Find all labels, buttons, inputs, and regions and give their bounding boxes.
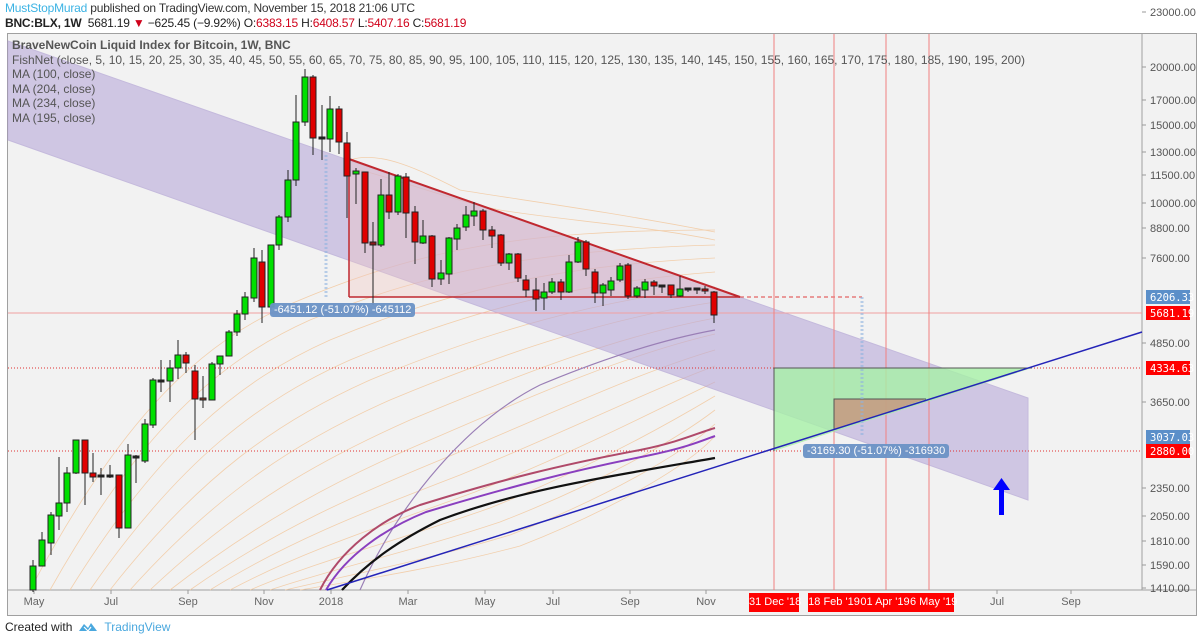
ma-195-line [341,456,716,591]
date-marker-18-feb-19[interactable]: 18 Feb '19 [808,593,860,612]
target-zone-brown-outline [833,398,926,430]
svg-text:3650.00: 3650.00 [1150,397,1190,409]
time-label: Jul [545,596,561,608]
date-marker-lines [773,34,930,590]
time-axis-ticks [33,590,1072,594]
date-marker-31-dec-18[interactable]: 31 Dec '18 [749,593,801,612]
svg-text:20000.00: 20000.00 [1150,62,1196,74]
svg-text:4850.00: 4850.00 [1150,338,1190,350]
open-label: O: [243,16,256,30]
symbol-label: BNC:BLX, 1W [5,16,82,30]
time-label: Jul [103,596,119,608]
time-label: Sep [620,596,640,608]
down-arrow-icon: ▼ [132,16,145,30]
time-label: Nov [696,596,716,608]
rising-trendline[interactable] [326,331,1143,591]
legend-fishnet[interactable]: FishNet (close, 5, 10, 15, 20, 25, 30, 3… [12,52,1026,67]
legend-ma-234[interactable]: MA (234, close) [12,96,96,110]
price-change: −625.45 (−9.92%) [147,16,241,30]
svg-text:1810.00: 1810.00 [1150,536,1190,548]
candlestick-series[interactable] [29,69,718,592]
svg-text:2350.00: 2350.00 [1150,483,1190,495]
svg-text:17000.00: 17000.00 [1150,95,1196,107]
time-label: Sep [1061,596,1081,608]
legend-ma-204[interactable]: MA (204, close) [12,81,96,96]
legend-ma-195[interactable]: MA (195, close) [12,110,96,125]
svg-text:8800.00: 8800.00 [1150,223,1190,235]
ma-204-line [319,427,716,591]
svg-text:15000.00: 15000.00 [1150,120,1196,132]
high-value: 6408.57 [312,16,355,30]
low-label: L: [357,16,368,30]
svg-text:2880.00: 2880.00 [1150,446,1194,458]
author-link[interactable]: MustStopMurad [5,1,88,15]
triangle-upper-line[interactable] [348,158,741,298]
tradingview-link[interactable]: TradingView [104,620,171,634]
svg-text:23000.00: 23000.00 [1150,7,1196,19]
last-price: 5681.19 [87,16,130,30]
low-value: 5407.16 [367,16,410,30]
chart-legend: BraveNewCoin Liquid Index for Bitcoin, 1… [12,38,1025,125]
footer: Created with TradingView [5,620,170,634]
svg-text:11500.00: 11500.00 [1150,170,1195,182]
svg-text:7600.00: 7600.00 [1150,253,1190,265]
price-tags: 6206.33 5681.19 4334.63 3037.03 2880.00 [1146,290,1194,458]
svg-text:1410.00: 1410.00 [1150,583,1190,595]
created-with-text: Created with [5,620,73,634]
time-label: May [474,596,496,608]
svg-text:6206.33: 6206.33 [1150,292,1194,304]
target-zone-green[interactable] [774,368,1032,451]
time-label: Sep [178,596,198,608]
measure-label-2: -3169.30 (-51.07%) -316930 [803,444,950,458]
svg-text:10000.00: 10000.00 [1150,198,1196,210]
close-label: C: [412,16,425,30]
ma-234-line [325,435,716,591]
high-label: H: [301,16,313,30]
date-marker-6-may-19[interactable]: 6 May '19 [910,593,957,612]
time-label: Nov [254,596,274,608]
target-zone-outline [773,367,1032,451]
svg-text:3037.03: 3037.03 [1150,432,1194,444]
svg-text:5681.19: 5681.19 [1150,308,1194,320]
legend-title[interactable]: BraveNewCoin Liquid Index for Bitcoin, 1… [12,38,291,52]
time-label: Jul [989,596,1005,608]
svg-text:1590.00: 1590.00 [1150,560,1190,572]
measure-label-1: -6451.12 (-51.07%) -645112 [270,303,416,317]
ma-100-line [359,329,716,591]
time-label: 2018 [318,596,344,608]
legend-ma-100[interactable]: MA (100, close) [12,67,96,81]
close-value: 5681.19 [424,16,467,30]
svg-text:4334.63: 4334.63 [1150,363,1194,375]
svg-text:2050.00: 2050.00 [1150,511,1190,523]
tradingview-logo-icon [79,623,98,632]
symbol-info: BNC:BLX, 1W 5681.19 ▼ −625.45 (−9.92%) O… [5,16,466,30]
date-marker-01-apr-19[interactable]: 01 Apr '19 [860,593,910,612]
price-axis[interactable]: 23000.00 20000.00 17000.00 15000.00 1300… [1142,7,1196,595]
open-value: 6383.15 [256,16,298,30]
time-label: May [23,596,45,608]
publish-info: MustStopMurad published on TradingView.c… [5,1,415,15]
svg-text:13000.00: 13000.00 [1150,147,1196,159]
time-label: Mar [398,596,418,608]
publish-text: published on TradingView.com, November 1… [90,1,415,15]
up-arrow-icon [993,478,1010,515]
